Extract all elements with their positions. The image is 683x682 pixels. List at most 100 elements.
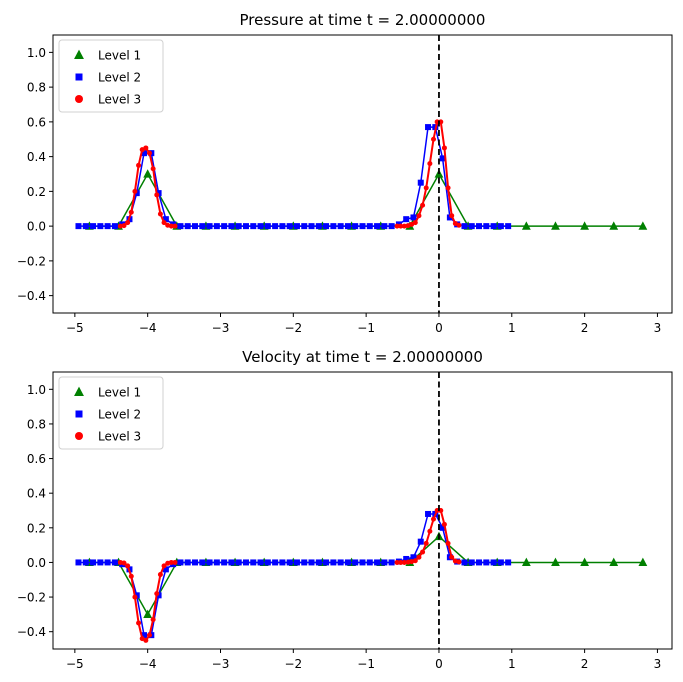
data-point-level-3 (146, 150, 152, 156)
y-tick-label: 1.0 (27, 383, 46, 397)
data-point-level-3 (132, 594, 138, 600)
data-point-level-2 (381, 223, 388, 230)
data-point-level-2 (425, 124, 432, 131)
data-point-level-2 (374, 559, 381, 566)
data-point-level-3 (150, 617, 156, 623)
data-point-level-3 (420, 202, 426, 208)
data-point-level-2 (235, 223, 242, 230)
data-point-level-1 (580, 221, 590, 230)
data-point-level-2 (417, 179, 424, 186)
data-point-level-3 (154, 591, 160, 597)
data-point-level-3 (398, 559, 404, 565)
data-point-level-3 (405, 559, 411, 565)
data-point-level-2 (177, 223, 184, 230)
x-tick-label: −1 (357, 657, 375, 671)
data-point-level-2 (461, 223, 468, 230)
data-point-level-2 (446, 214, 453, 221)
data-point-level-2 (497, 559, 504, 566)
data-point-level-2 (468, 223, 475, 230)
x-tick-label: −3 (212, 321, 230, 335)
axes-frame (52, 34, 673, 314)
legend-label: Level 2 (98, 408, 141, 422)
data-point-level-1 (551, 221, 560, 230)
legend-marker-level-2 (75, 410, 83, 418)
data-point-level-3 (168, 559, 174, 565)
data-point-level-3 (401, 559, 407, 565)
data-point-level-2 (279, 223, 286, 230)
data-point-level-2 (162, 566, 169, 573)
data-point-level-3 (125, 563, 131, 569)
data-point-level-2 (352, 223, 359, 230)
data-point-level-2 (111, 223, 118, 230)
data-point-level-2 (235, 559, 242, 566)
data-point-level-2 (272, 559, 279, 566)
y-tick-label: 1.0 (27, 46, 46, 60)
data-point-level-2 (286, 223, 293, 230)
legend-box (58, 376, 164, 450)
data-point-level-2 (505, 223, 512, 230)
data-point-level-2 (293, 559, 300, 566)
data-point-level-3 (121, 560, 127, 566)
data-point-level-1 (580, 557, 590, 567)
data-point-level-2 (141, 632, 148, 639)
data-point-level-2 (250, 223, 257, 230)
data-point-level-3 (398, 223, 404, 229)
data-point-level-2 (330, 223, 337, 230)
data-point-level-2 (323, 559, 330, 566)
data-point-level-2 (257, 559, 264, 566)
y-tick-label: −0.4 (17, 625, 46, 639)
data-point-level-2 (97, 223, 104, 230)
data-point-level-2 (184, 559, 191, 566)
pressure-chart: Pressure at time t = 2.00000000 −5 −4 −3 −2 −… (17, 11, 673, 335)
y-tick-label: 0.2 (27, 521, 46, 535)
data-point-level-1 (551, 557, 560, 567)
data-point-level-2 (221, 223, 228, 230)
data-point-level-2 (308, 559, 315, 566)
data-point-level-2 (410, 554, 417, 561)
data-point-level-2 (388, 559, 395, 566)
data-point-level-2 (75, 223, 82, 230)
data-point-level-3 (431, 136, 437, 142)
data-point-level-3 (449, 554, 455, 560)
data-point-level-2 (228, 559, 235, 566)
data-point-level-3 (161, 220, 167, 226)
data-point-level-2 (155, 190, 162, 197)
data-point-level-2 (257, 223, 264, 230)
legend-label: Level 1 (98, 49, 141, 63)
data-point-level-2 (250, 559, 257, 566)
data-point-level-2 (330, 559, 337, 566)
data-point-level-2 (104, 559, 111, 566)
data-point-level-2 (264, 559, 271, 566)
data-point-level-3 (154, 192, 160, 198)
data-point-level-2 (286, 559, 293, 566)
legend-marker-level-2 (75, 73, 83, 81)
data-point-level-2 (199, 559, 206, 566)
data-point-level-3 (157, 211, 163, 217)
data-point-level-2 (221, 559, 228, 566)
data-point-level-3 (132, 188, 138, 194)
data-point-level-3 (423, 540, 429, 546)
legend-marker-level-3 (75, 95, 83, 103)
data-point-level-2 (279, 559, 286, 566)
data-point-level-2 (242, 559, 249, 566)
legend: Level 1 Level 2 Level 3 (58, 39, 164, 113)
data-point-level-3 (168, 223, 174, 229)
y-tick-label: 0.0 (27, 220, 46, 234)
data-point-level-2 (461, 559, 468, 566)
data-point-level-3 (449, 213, 455, 219)
data-point-level-2 (344, 223, 351, 230)
data-point-level-2 (505, 559, 512, 566)
data-point-level-2 (170, 221, 177, 228)
legend-box (58, 39, 164, 113)
data-point-level-3 (412, 558, 418, 564)
data-point-level-2 (264, 223, 271, 230)
data-point-level-1 (638, 557, 648, 567)
data-point-level-2 (170, 561, 177, 568)
data-point-level-2 (82, 223, 89, 230)
x-tick-label: −4 (139, 321, 157, 335)
chart-title: Velocity at time t = 2.00000000 (242, 348, 483, 366)
x-tick-label: 2 (581, 657, 589, 671)
legend-label: Level 2 (98, 71, 141, 85)
data-point-level-3 (125, 220, 131, 226)
